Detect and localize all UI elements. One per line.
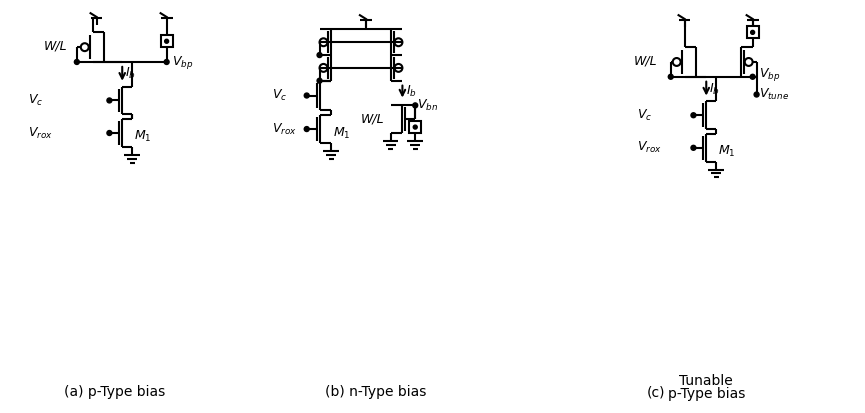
Text: W/L: W/L bbox=[43, 40, 67, 53]
Text: $I_b$: $I_b$ bbox=[125, 66, 136, 81]
Circle shape bbox=[317, 78, 322, 83]
Text: $V_{bp}$: $V_{bp}$ bbox=[759, 66, 780, 83]
Text: (b) n-Type bias: (b) n-Type bias bbox=[325, 385, 426, 399]
Circle shape bbox=[164, 59, 169, 64]
Circle shape bbox=[317, 52, 322, 57]
Text: $V_{bp}$: $V_{bp}$ bbox=[171, 55, 193, 71]
Text: W/L: W/L bbox=[361, 113, 385, 126]
Circle shape bbox=[413, 125, 417, 129]
Text: $V_{rox}$: $V_{rox}$ bbox=[28, 126, 52, 140]
Circle shape bbox=[164, 39, 169, 43]
Circle shape bbox=[107, 98, 112, 103]
Text: $M_1$: $M_1$ bbox=[718, 144, 735, 159]
Circle shape bbox=[74, 59, 80, 64]
Text: $V_c$: $V_c$ bbox=[272, 88, 287, 103]
Circle shape bbox=[304, 127, 309, 131]
Circle shape bbox=[691, 145, 696, 150]
Text: $I_b$: $I_b$ bbox=[407, 84, 417, 99]
Text: p-Type bias: p-Type bias bbox=[668, 387, 745, 401]
Text: (c): (c) bbox=[647, 385, 665, 399]
Text: $I_b$: $I_b$ bbox=[709, 82, 720, 97]
Text: $V_{bn}$: $V_{bn}$ bbox=[417, 98, 439, 113]
Text: $V_{rox}$: $V_{rox}$ bbox=[272, 121, 297, 137]
Bar bbox=[161, 36, 172, 47]
Text: $V_{tune}$: $V_{tune}$ bbox=[759, 87, 789, 102]
Bar bbox=[746, 26, 759, 38]
Text: $V_c$: $V_c$ bbox=[638, 108, 652, 123]
Circle shape bbox=[750, 74, 755, 79]
Text: $V_c$: $V_c$ bbox=[28, 93, 42, 108]
Text: W/L: W/L bbox=[634, 55, 658, 67]
Circle shape bbox=[751, 31, 754, 34]
Text: $M_1$: $M_1$ bbox=[333, 126, 351, 140]
Circle shape bbox=[691, 113, 696, 118]
Circle shape bbox=[304, 93, 309, 98]
Text: $V_{rox}$: $V_{rox}$ bbox=[638, 140, 662, 155]
Text: $M_1$: $M_1$ bbox=[134, 129, 151, 145]
Circle shape bbox=[413, 103, 418, 108]
Circle shape bbox=[754, 92, 759, 97]
Text: (a) p-Type bias: (a) p-Type bias bbox=[64, 385, 165, 399]
Text: Tunable: Tunable bbox=[679, 374, 734, 388]
Bar bbox=[409, 121, 421, 133]
Circle shape bbox=[669, 74, 673, 79]
Circle shape bbox=[107, 131, 112, 135]
